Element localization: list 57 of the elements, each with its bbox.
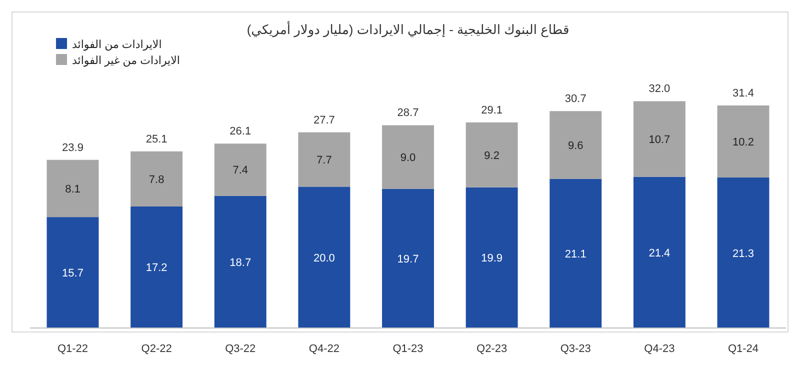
x-tick-label: Q3-22 (225, 343, 256, 355)
bar (466, 187, 518, 328)
total-label: 31.4 (732, 87, 754, 100)
bar (633, 101, 686, 177)
bar (130, 206, 183, 328)
x-tick-label: Q1-23 (392, 343, 424, 355)
x-tick-label: Q4-22 (308, 343, 340, 355)
bar (633, 176, 686, 328)
bar (214, 144, 266, 196)
total-label: 30.7 (564, 93, 586, 106)
x-tick-label: Q1-24 (728, 343, 759, 355)
data-label: 7.7 (316, 154, 332, 166)
total-label: 26.1 (230, 126, 252, 138)
total-label: 29.1 (481, 104, 503, 116)
bar (550, 111, 602, 179)
data-label: 21.1 (564, 248, 586, 260)
data-label: 7.4 (232, 164, 248, 177)
total-label: 32.0 (648, 83, 670, 96)
bar (382, 188, 434, 328)
bar (298, 186, 350, 328)
data-label: 19.9 (481, 252, 503, 265)
bar (717, 105, 770, 178)
data-label: 19.7 (397, 253, 419, 266)
bar (466, 122, 518, 188)
bar (46, 217, 99, 328)
data-label: 9.0 (400, 152, 416, 164)
x-tick-label: Q3-23 (560, 343, 591, 355)
x-tick-label: Q1-22 (57, 343, 88, 355)
data-label: 17.2 (146, 262, 168, 274)
bar (550, 178, 602, 328)
bar (382, 125, 434, 189)
data-label: 15.7 (62, 268, 84, 280)
data-label: 18.7 (230, 256, 252, 269)
data-label: 7.8 (148, 174, 164, 186)
bar (214, 196, 266, 328)
bar (130, 151, 183, 206)
data-label: 21.3 (732, 248, 754, 260)
data-label: 10.7 (648, 134, 670, 146)
bar (717, 178, 770, 328)
data-label: 21.4 (648, 247, 670, 260)
total-label: 27.7 (313, 114, 335, 126)
x-tick-label: Q4-23 (644, 343, 675, 355)
data-label: 8.1 (65, 183, 80, 196)
bar (46, 160, 99, 218)
data-label: 20.0 (313, 252, 335, 264)
data-label: 9.2 (484, 150, 500, 162)
data-label: 10.2 (732, 136, 754, 148)
total-label: 23.9 (62, 142, 84, 154)
data-label: 9.6 (568, 140, 584, 152)
legend-label: الايرادات من الفوائد (72, 39, 162, 51)
bar (298, 132, 350, 187)
chart-title: قطاع البنوك الخليجية - إجمالي الايرادات (مليار دولار أمريكي) (246, 21, 570, 38)
total-label: 28.7 (397, 107, 419, 120)
x-tick-label: Q2-23 (476, 343, 508, 355)
x-tick-label: Q2-22 (141, 343, 172, 355)
total-label: 25.1 (146, 133, 168, 146)
legend-label: الايرادات من غير الفوائد (72, 55, 180, 67)
